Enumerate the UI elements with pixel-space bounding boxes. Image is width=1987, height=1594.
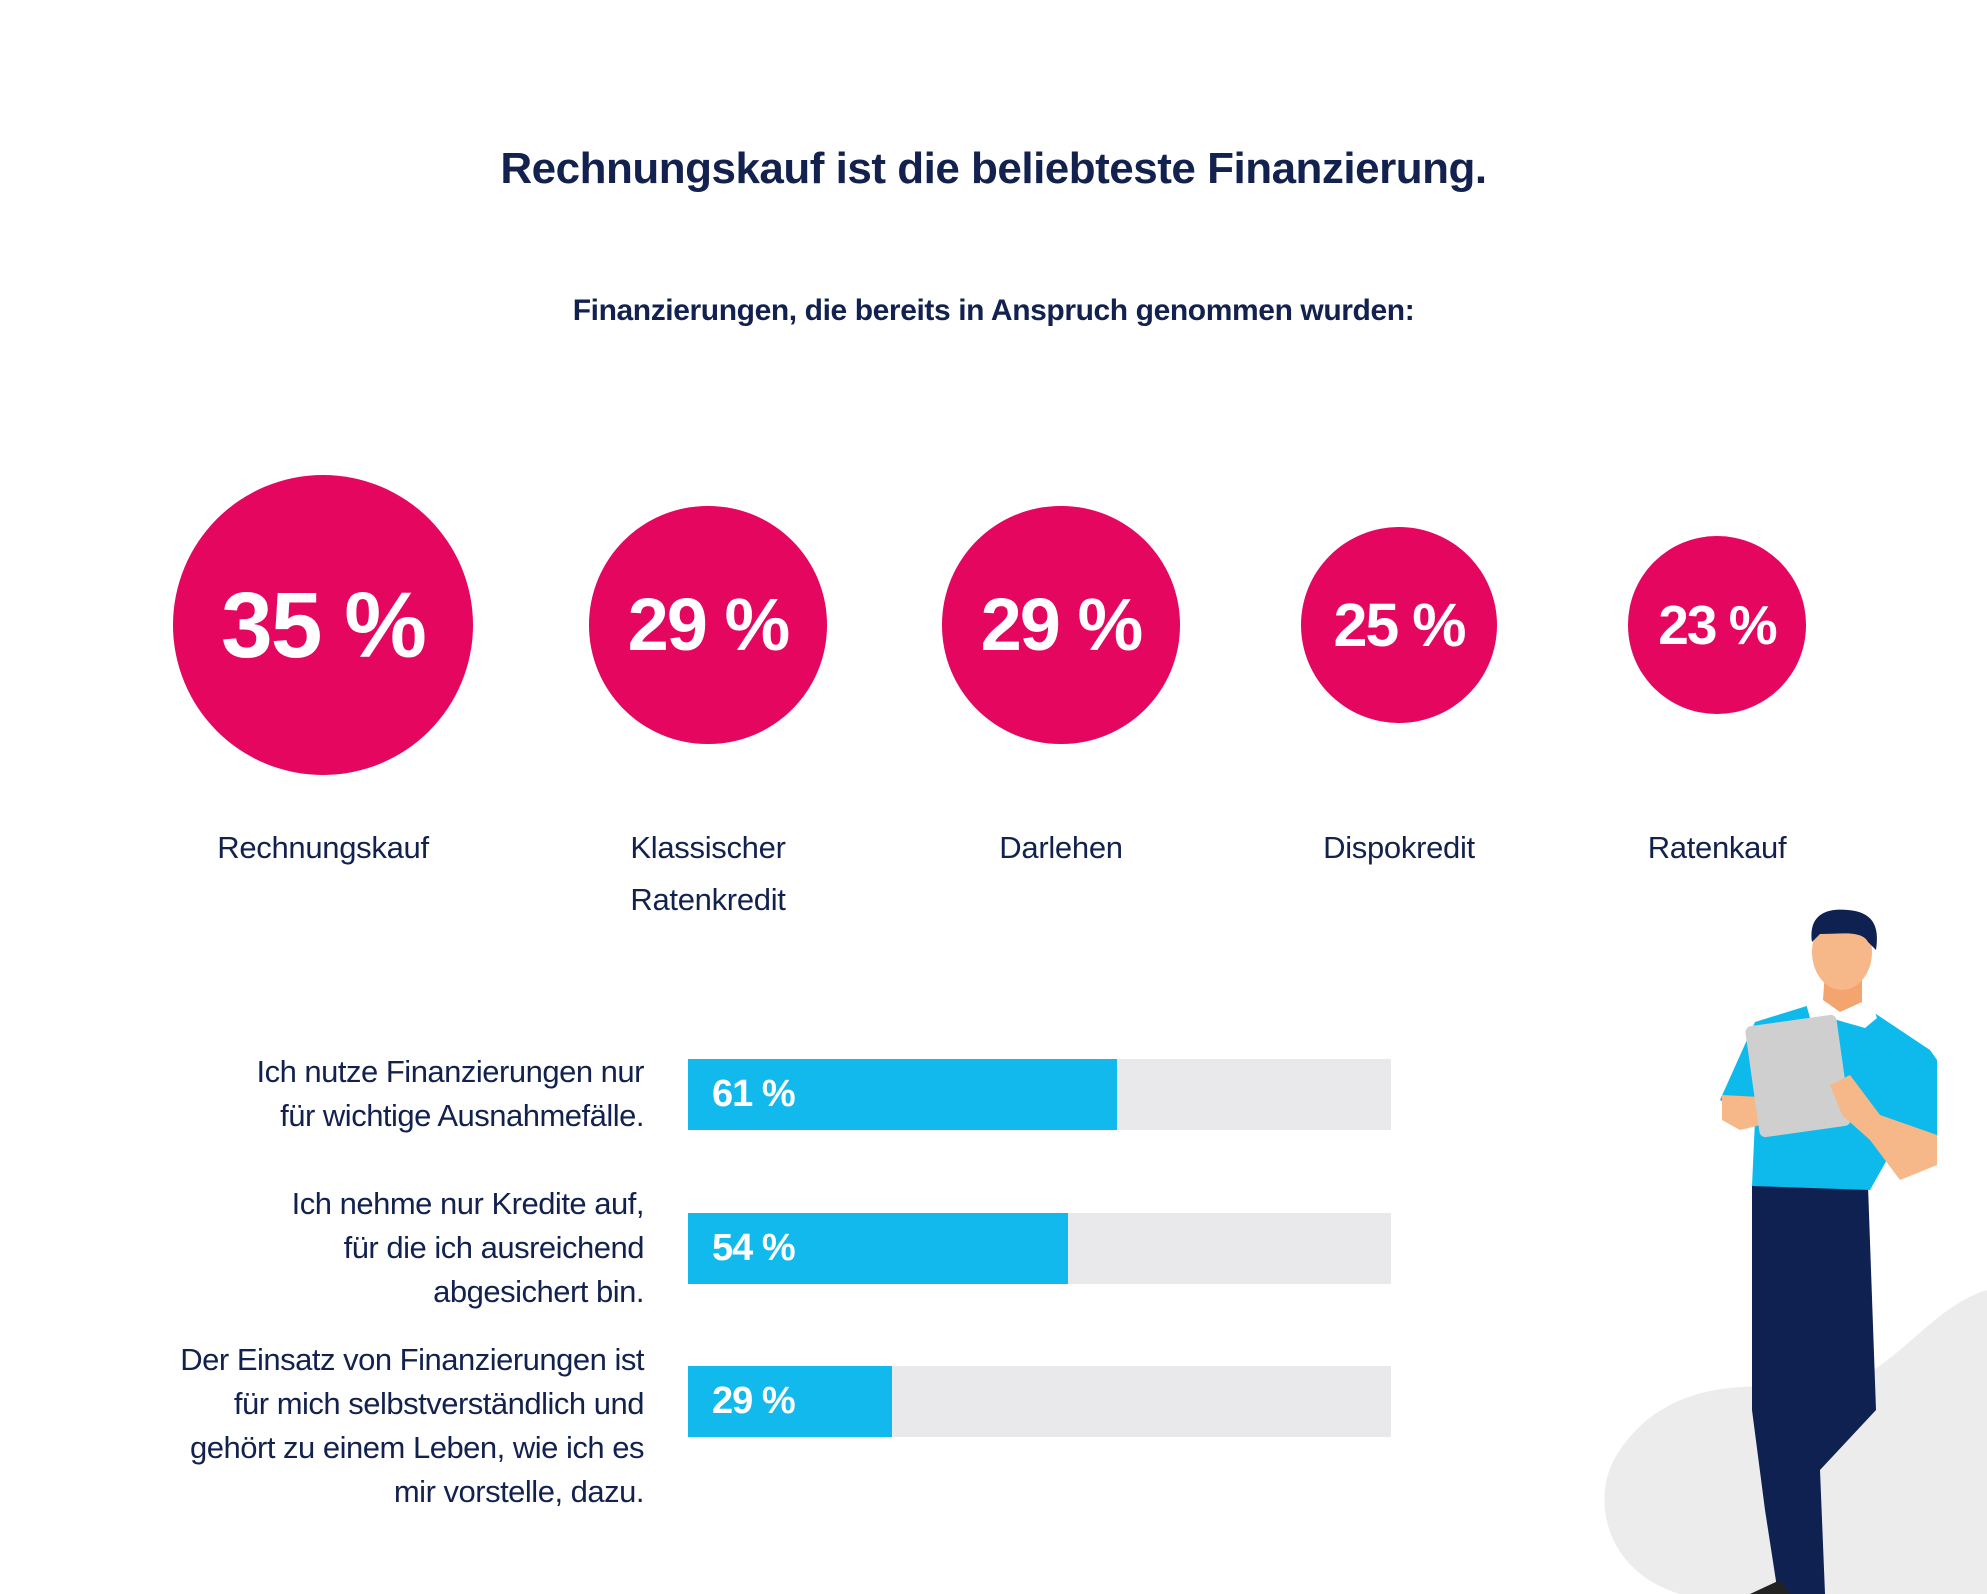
bubble-value-label: 23 %: [1658, 593, 1777, 656]
bar-value-label: 61 %: [712, 1073, 796, 1115]
bubble-value-label: 25 %: [1333, 590, 1466, 659]
label-line: gehört zu einem Leben, wie ich es: [190, 1430, 644, 1465]
bar-value-label: 54 %: [712, 1227, 796, 1269]
label-line: Ich nutze Finanzierungen nur: [256, 1054, 644, 1089]
bubble-value-label: 29 %: [627, 583, 791, 667]
bar-value-label: 29 %: [712, 1380, 796, 1422]
bubble-category-label: Ratenkauf: [1567, 822, 1867, 874]
bar-fill: 29 %: [688, 1366, 892, 1437]
label-line: Ich nehme nur Kredite auf,: [291, 1186, 645, 1221]
bubble-category-label: Rechnungskauf: [173, 822, 473, 874]
bubble-value-label: 35 %: [221, 572, 427, 677]
label-line: Ratenkauf: [1647, 830, 1787, 865]
bar-fill: 54 %: [688, 1213, 1068, 1284]
bubble-4: 25 %: [1300, 526, 1498, 724]
pants: [1752, 1186, 1876, 1594]
label-line: Darlehen: [999, 830, 1123, 865]
statement-label: Ich nutze Finanzierungen nur für wichtige…: [84, 1050, 644, 1138]
tablet: [1745, 1014, 1851, 1138]
bar-track: 61 %: [688, 1059, 1391, 1130]
label-line: abgesichert bin.: [433, 1274, 644, 1309]
label-line: Klassischer: [630, 830, 786, 865]
bubble-category-label: Dispokredit: [1249, 822, 1549, 874]
bar-track: 54 %: [688, 1213, 1391, 1284]
hair: [1811, 909, 1877, 950]
bubble-value-label: 29 %: [980, 583, 1144, 667]
bar-fill: 61 %: [688, 1059, 1117, 1130]
bubble-category-label: Klassischer Ratenkredit: [558, 822, 858, 926]
bubble-2: 29 %: [589, 506, 827, 744]
bubble-1: 35 %: [173, 475, 473, 775]
statement-label: Der Einsatz von Finanzierungen ist für mi…: [84, 1338, 644, 1514]
right-arm: [1830, 1075, 1937, 1180]
bar-track: 29 %: [688, 1366, 1391, 1437]
shoe: [1750, 1580, 1790, 1594]
bubble-5: 23 %: [1628, 536, 1806, 714]
label-line: Der Einsatz von Finanzierungen ist: [180, 1342, 644, 1377]
label-line: für wichtige Ausnahmefälle.: [280, 1098, 644, 1133]
page-title: Rechnungskauf ist die beliebteste Finanz…: [500, 144, 1487, 193]
label-line: Dispokredit: [1323, 830, 1475, 865]
man-with-tablet-illustration: [1604, 909, 1987, 1594]
label-line: für mich selbstverständlich und: [233, 1386, 645, 1421]
label-line: Ratenkredit: [630, 882, 786, 917]
label-line: für die ich ausreichend: [343, 1230, 645, 1265]
bubble-3: 29 %: [942, 506, 1180, 744]
label-line: mir vorstelle, dazu.: [393, 1474, 645, 1509]
bubble-category-label: Darlehen: [911, 822, 1211, 874]
chart-subtitle: Finanzierungen, die bereits in Anspruch …: [572, 294, 1415, 327]
label-line: Rechnungskauf: [217, 830, 429, 865]
statement-label: Ich nehme nur Kredite auf, für die ich au…: [84, 1182, 645, 1314]
